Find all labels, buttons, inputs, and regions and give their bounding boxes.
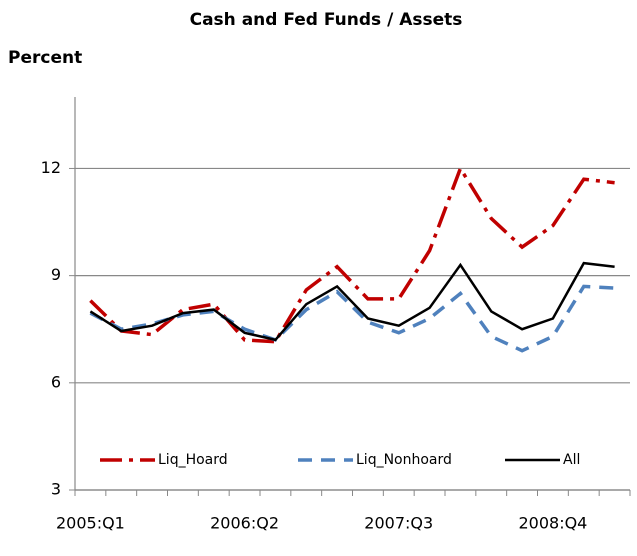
x-tick-label: 2006:Q2: [210, 514, 279, 533]
series-line: [89, 164, 615, 344]
y-tick-label: 3: [51, 480, 61, 499]
x-tick-label: 2007:Q3: [364, 514, 433, 533]
chart-title: Cash and Fed Funds / Assets: [190, 10, 463, 30]
y-tick-label: 9: [51, 265, 61, 284]
legend-label: Liq_Nonhoard: [356, 452, 452, 468]
legend-label: Liq_Hoard: [158, 452, 228, 468]
y-tick-label: 12: [41, 158, 61, 177]
x-tick-label: 2008:Q4: [518, 514, 587, 533]
y-axis-label: Percent: [8, 48, 82, 68]
legend-label: All: [563, 452, 580, 468]
x-tick-label: 2005:Q1: [56, 514, 125, 533]
y-tick-label: 6: [51, 372, 61, 391]
series-line: [89, 261, 615, 342]
